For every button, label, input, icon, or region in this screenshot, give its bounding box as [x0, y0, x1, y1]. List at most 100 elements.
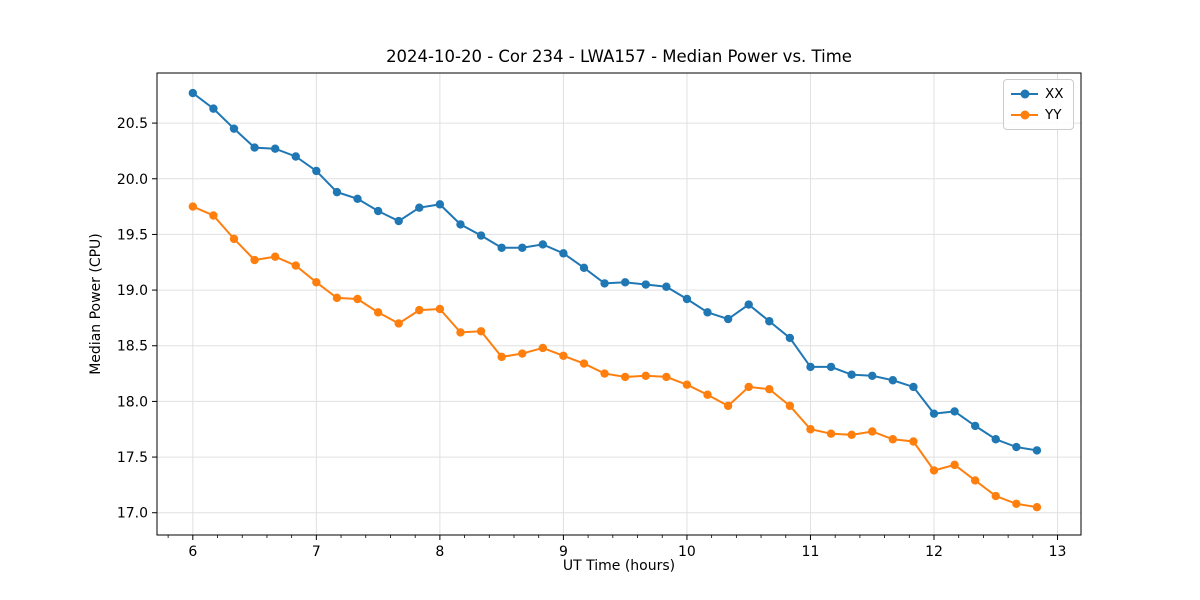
data-point-yy-21: [620, 372, 630, 382]
data-point-xx-29: [785, 333, 795, 343]
data-point-xx-15: [497, 243, 506, 252]
data-point-xx-0: [188, 88, 198, 98]
y-tick-label-17: 17.0: [117, 506, 148, 522]
legend-label-xx: XX: [1045, 86, 1064, 102]
data-point-xx-33: [868, 371, 877, 380]
legend-line-marker-xx: [1011, 89, 1038, 99]
data-point-yy-24: [682, 380, 692, 389]
data-point-xx-18: [559, 249, 568, 258]
y-tick-label-17.5: 17.5: [117, 450, 148, 466]
data-point-yy-4: [270, 252, 280, 261]
chart-title: 2024-10-20 - Cor 234 - LWA157 - Median P…: [386, 47, 852, 66]
x-tick-label-11: 11: [802, 544, 820, 560]
x-tick-label-8: 8: [435, 544, 444, 560]
x-tick-label-6: 6: [188, 544, 197, 560]
series-line-xx: [192, 92, 1038, 452]
legend-dot-yy: [1020, 110, 1029, 120]
data-point-yy-10: [394, 319, 403, 328]
data-point-xx-13: [456, 220, 465, 229]
data-point-xx-2: [229, 124, 239, 133]
y-axis-label: Median Power (CPU): [88, 233, 104, 375]
data-point-yy-27: [744, 382, 753, 392]
data-point-xx-39: [991, 435, 1000, 444]
y-tick-label-19.5: 19.5: [117, 227, 148, 243]
x-tick-label-12: 12: [925, 544, 943, 560]
data-point-xx-14: [476, 231, 486, 240]
data-point-yy-11: [415, 305, 424, 315]
y-tick-label-20.5: 20.5: [117, 116, 148, 132]
data-point-xx-6: [312, 166, 321, 176]
data-point-xx-38: [970, 421, 980, 431]
data-point-yy-1: [209, 211, 218, 220]
data-point-yy-9: [373, 308, 383, 317]
data-point-yy-7: [332, 293, 342, 303]
data-point-yy-34: [888, 435, 898, 444]
legend: XX YY: [1003, 79, 1074, 130]
data-point-xx-17: [538, 240, 548, 249]
data-point-xx-10: [394, 216, 403, 226]
data-point-yy-8: [353, 294, 362, 304]
data-point-xx-37: [950, 407, 959, 416]
x-axis-label: UT Time (hours): [562, 558, 676, 574]
x-tick-label-7: 7: [312, 544, 321, 560]
data-point-yy-17: [538, 343, 548, 353]
data-point-xx-21: [620, 278, 630, 287]
data-point-xx-23: [662, 282, 671, 291]
data-point-xx-25: [703, 308, 712, 317]
data-point-xx-5: [291, 152, 300, 161]
data-point-yy-36: [929, 466, 939, 475]
data-point-yy-3: [250, 255, 259, 265]
y-tick-label-18.5: 18.5: [117, 339, 148, 355]
data-point-yy-6: [312, 278, 321, 287]
data-point-xx-19: [579, 263, 589, 273]
data-point-yy-29: [785, 401, 795, 411]
data-point-xx-1: [209, 104, 218, 113]
legend-line-marker-yy: [1011, 110, 1038, 120]
data-point-yy-18: [559, 351, 568, 360]
plot-border: [156, 72, 1082, 536]
data-point-yy-2: [229, 234, 239, 244]
data-point-xx-16: [518, 243, 527, 252]
data-point-xx-22: [641, 280, 650, 289]
data-point-yy-0: [188, 202, 198, 211]
data-point-yy-37: [950, 460, 959, 470]
data-point-yy-30: [806, 425, 815, 434]
data-point-xx-9: [373, 206, 383, 216]
legend-dot-xx: [1020, 89, 1029, 99]
data-point-xx-4: [270, 144, 280, 153]
y-tick-label-19: 19.0: [117, 283, 148, 299]
data-point-yy-31: [826, 429, 836, 438]
y-tick-label-18: 18.0: [117, 394, 148, 410]
data-point-xx-41: [1032, 446, 1042, 455]
data-point-yy-14: [476, 327, 486, 336]
x-tick-label-13: 13: [1049, 544, 1067, 560]
data-point-yy-33: [868, 427, 877, 436]
data-point-yy-40: [1012, 499, 1021, 509]
x-tick-label-9: 9: [559, 544, 568, 560]
data-point-yy-5: [291, 261, 300, 270]
data-point-xx-40: [1012, 442, 1021, 452]
data-point-yy-38: [970, 476, 980, 485]
data-point-xx-31: [826, 362, 836, 372]
data-point-xx-36: [929, 409, 939, 418]
data-point-xx-11: [415, 203, 424, 212]
data-point-yy-15: [497, 352, 506, 362]
data-point-yy-26: [723, 401, 733, 411]
data-point-yy-41: [1032, 502, 1042, 512]
data-point-xx-28: [765, 317, 774, 326]
data-point-yy-39: [991, 491, 1000, 501]
data-point-yy-32: [847, 430, 856, 440]
data-point-xx-32: [847, 370, 856, 379]
data-point-yy-13: [456, 328, 465, 337]
data-point-yy-22: [641, 371, 650, 380]
data-point-yy-28: [765, 384, 774, 394]
data-point-xx-24: [682, 294, 692, 304]
data-point-yy-35: [909, 437, 918, 446]
data-point-yy-23: [662, 372, 671, 382]
data-point-xx-12: [435, 200, 445, 209]
legend-item-yy: YY: [1011, 106, 1064, 124]
data-point-xx-20: [600, 279, 609, 288]
data-point-yy-20: [600, 369, 609, 378]
